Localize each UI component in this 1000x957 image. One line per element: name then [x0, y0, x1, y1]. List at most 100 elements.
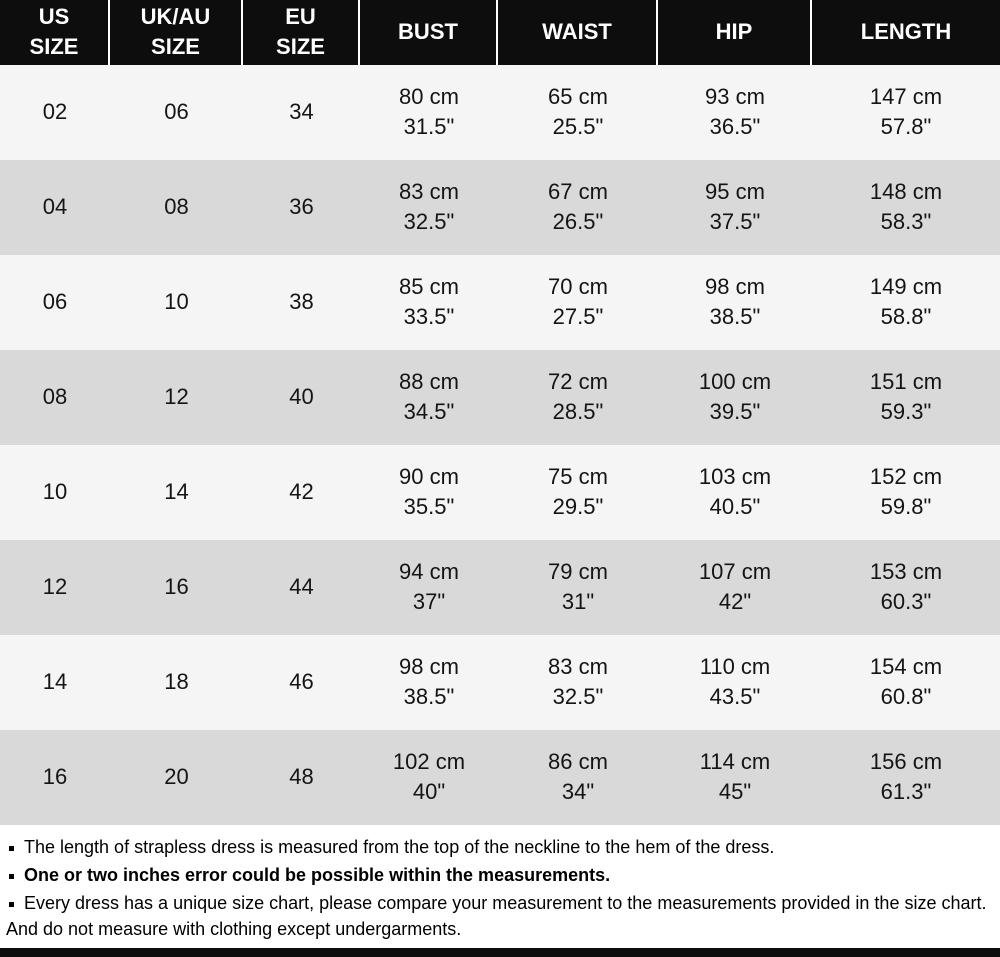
cell-text: 90 cm	[399, 464, 459, 490]
cell-text: 98 cm	[399, 654, 459, 680]
cell-uk-au-size: 18	[110, 635, 243, 730]
cell-text: 14	[42, 669, 68, 695]
cell-text: 37"	[412, 589, 446, 615]
table-row-us-14: 14 18 46 98 cm 38.5" 83 cm 32.5" 110 cm 43.5" 154…	[0, 634, 1000, 730]
cell-hip: 95 cm 37.5"	[658, 160, 812, 255]
cell-us-size: 06	[0, 255, 110, 350]
column-header-text: EU	[285, 4, 316, 30]
cell-text: 83 cm	[399, 179, 459, 205]
cell-text: 42"	[718, 589, 752, 615]
cell-hip: 98 cm 38.5"	[658, 255, 812, 350]
cell-text: 12	[42, 574, 68, 600]
cell-text: 154 cm	[869, 654, 943, 680]
cell-length: 153 cm 60.3"	[812, 540, 1000, 635]
cell-text: 02	[42, 99, 68, 125]
column-header-eu-size: EU SIZE	[243, 0, 360, 65]
cell-length: 149 cm 58.8"	[812, 255, 1000, 350]
bottom-black-bar	[0, 947, 1000, 957]
cell-text: 152 cm	[869, 464, 943, 490]
cell-text: 29.5"	[552, 494, 604, 520]
cell-text: 114 cm	[699, 749, 771, 775]
cell-text: 98 cm	[705, 274, 765, 300]
cell-us-size: 12	[0, 540, 110, 635]
cell-uk-au-size: 08	[110, 160, 243, 255]
table-row-us-02: 02 06 34 80 cm 31.5" 65 cm 25.5" 93 cm 36.5" 147 …	[0, 64, 1000, 160]
cell-text: 95 cm	[705, 179, 765, 205]
cell-text: 31"	[561, 589, 595, 615]
cell-eu-size: 44	[243, 540, 360, 635]
cell-uk-au-size: 12	[110, 350, 243, 445]
cell-text: 103 cm	[698, 464, 772, 490]
cell-text: 40	[289, 384, 314, 410]
cell-text: 75 cm	[548, 464, 608, 490]
cell-uk-au-size: 06	[110, 65, 243, 160]
bullet-icon	[9, 845, 14, 851]
cell-hip: 114 cm 45"	[658, 730, 812, 825]
cell-us-size: 16	[0, 730, 110, 825]
cell-text: 08	[42, 384, 68, 410]
cell-bust: 98 cm 38.5"	[360, 635, 498, 730]
cell-waist: 86 cm 34"	[498, 730, 658, 825]
cell-uk-au-size: 20	[110, 730, 243, 825]
cell-us-size: 04	[0, 160, 110, 255]
cell-length: 147 cm 57.8"	[812, 65, 1000, 160]
cell-text: 25.5"	[552, 114, 604, 140]
cell-waist: 67 cm 26.5"	[498, 160, 658, 255]
cell-hip: 110 cm 43.5"	[658, 635, 812, 730]
cell-text: 31.5"	[403, 114, 455, 140]
cell-eu-size: 38	[243, 255, 360, 350]
column-header-text: WAIST	[542, 19, 612, 45]
cell-text: 08	[164, 194, 189, 220]
cell-text: 149 cm	[869, 274, 943, 300]
cell-text: 38.5"	[403, 684, 455, 710]
column-header-us-size: US SIZE	[0, 0, 110, 65]
cell-text: 65 cm	[548, 84, 608, 110]
cell-waist: 72 cm 28.5"	[498, 350, 658, 445]
column-header-bust: BUST	[360, 0, 498, 65]
cell-hip: 100 cm 39.5"	[658, 350, 812, 445]
cell-text: 12	[164, 384, 189, 410]
table-body: 02 06 34 80 cm 31.5" 65 cm 25.5" 93 cm 36.5" 147 …	[0, 64, 1000, 825]
cell-text: 34"	[561, 779, 595, 805]
cell-text: 45"	[718, 779, 752, 805]
table-row-us-04: 04 08 36 83 cm 32.5" 67 cm 26.5" 95 cm 37.5" 148 …	[0, 159, 1000, 255]
bullet-icon	[9, 901, 14, 907]
cell-text: 102 cm	[392, 749, 466, 775]
cell-us-size: 10	[0, 445, 110, 540]
column-header-text: SIZE	[29, 34, 79, 60]
cell-bust: 90 cm 35.5"	[360, 445, 498, 540]
cell-uk-au-size: 16	[110, 540, 243, 635]
column-header-text: SIZE	[151, 34, 200, 60]
cell-text: 32.5"	[403, 209, 455, 235]
cell-text: 06	[42, 289, 68, 315]
cell-text: 72 cm	[548, 369, 608, 395]
column-header-waist: WAIST	[498, 0, 658, 65]
column-header-hip: HIP	[658, 0, 812, 65]
cell-waist: 83 cm 32.5"	[498, 635, 658, 730]
cell-text: 26.5"	[552, 209, 604, 235]
cell-text: 10	[42, 479, 68, 505]
cell-text: 59.8"	[880, 494, 932, 520]
cell-text: 44	[289, 574, 314, 600]
cell-uk-au-size: 10	[110, 255, 243, 350]
cell-text: 148 cm	[869, 179, 943, 205]
bullet-icon	[9, 873, 14, 879]
cell-waist: 65 cm 25.5"	[498, 65, 658, 160]
cell-length: 154 cm 60.8"	[812, 635, 1000, 730]
cell-text: 100 cm	[698, 369, 772, 395]
cell-bust: 83 cm 32.5"	[360, 160, 498, 255]
cell-text: 40"	[412, 779, 446, 805]
column-header-text: HIP	[715, 19, 753, 45]
cell-text: 38	[289, 289, 314, 315]
table-row-us-10: 10 14 42 90 cm 35.5" 75 cm 29.5" 103 cm 40.5" 152…	[0, 444, 1000, 540]
cell-eu-size: 36	[243, 160, 360, 255]
cell-bust: 80 cm 31.5"	[360, 65, 498, 160]
column-header-text: SIZE	[276, 34, 325, 60]
cell-text: 35.5"	[403, 494, 455, 520]
cell-hip: 103 cm 40.5"	[658, 445, 812, 540]
cell-eu-size: 48	[243, 730, 360, 825]
cell-text: 43.5"	[709, 684, 761, 710]
cell-text: 34.5"	[403, 399, 455, 425]
cell-text: 32.5"	[552, 684, 604, 710]
